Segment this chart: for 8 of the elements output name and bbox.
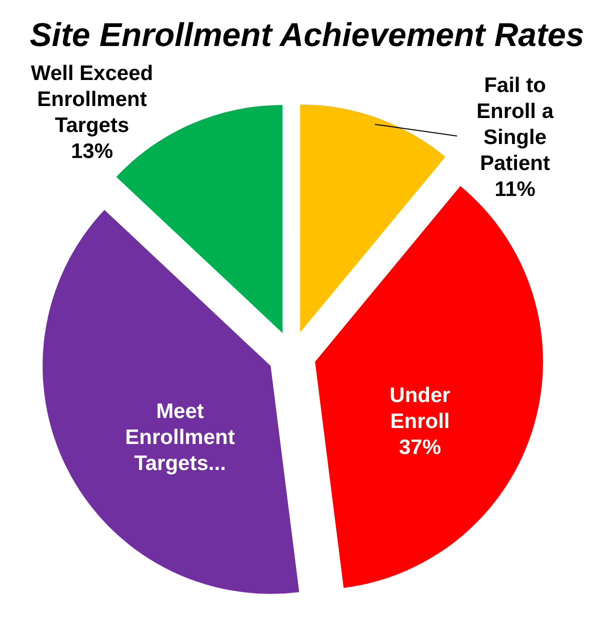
data-label: 13%: [70, 140, 114, 163]
data-label: 11%: [494, 178, 536, 201]
slice-label: Well Exceed Enrollment Targets: [30, 62, 154, 137]
slice-label: Under Enroll: [390, 384, 450, 433]
slice-label: Fail to Enroll a Single Patient: [476, 74, 554, 175]
data-label: 37%: [398, 436, 442, 459]
chart-title: Site Enrollment Achievement Rates: [30, 16, 584, 53]
slice-label: Meet Enrollment Targets...: [125, 400, 235, 475]
